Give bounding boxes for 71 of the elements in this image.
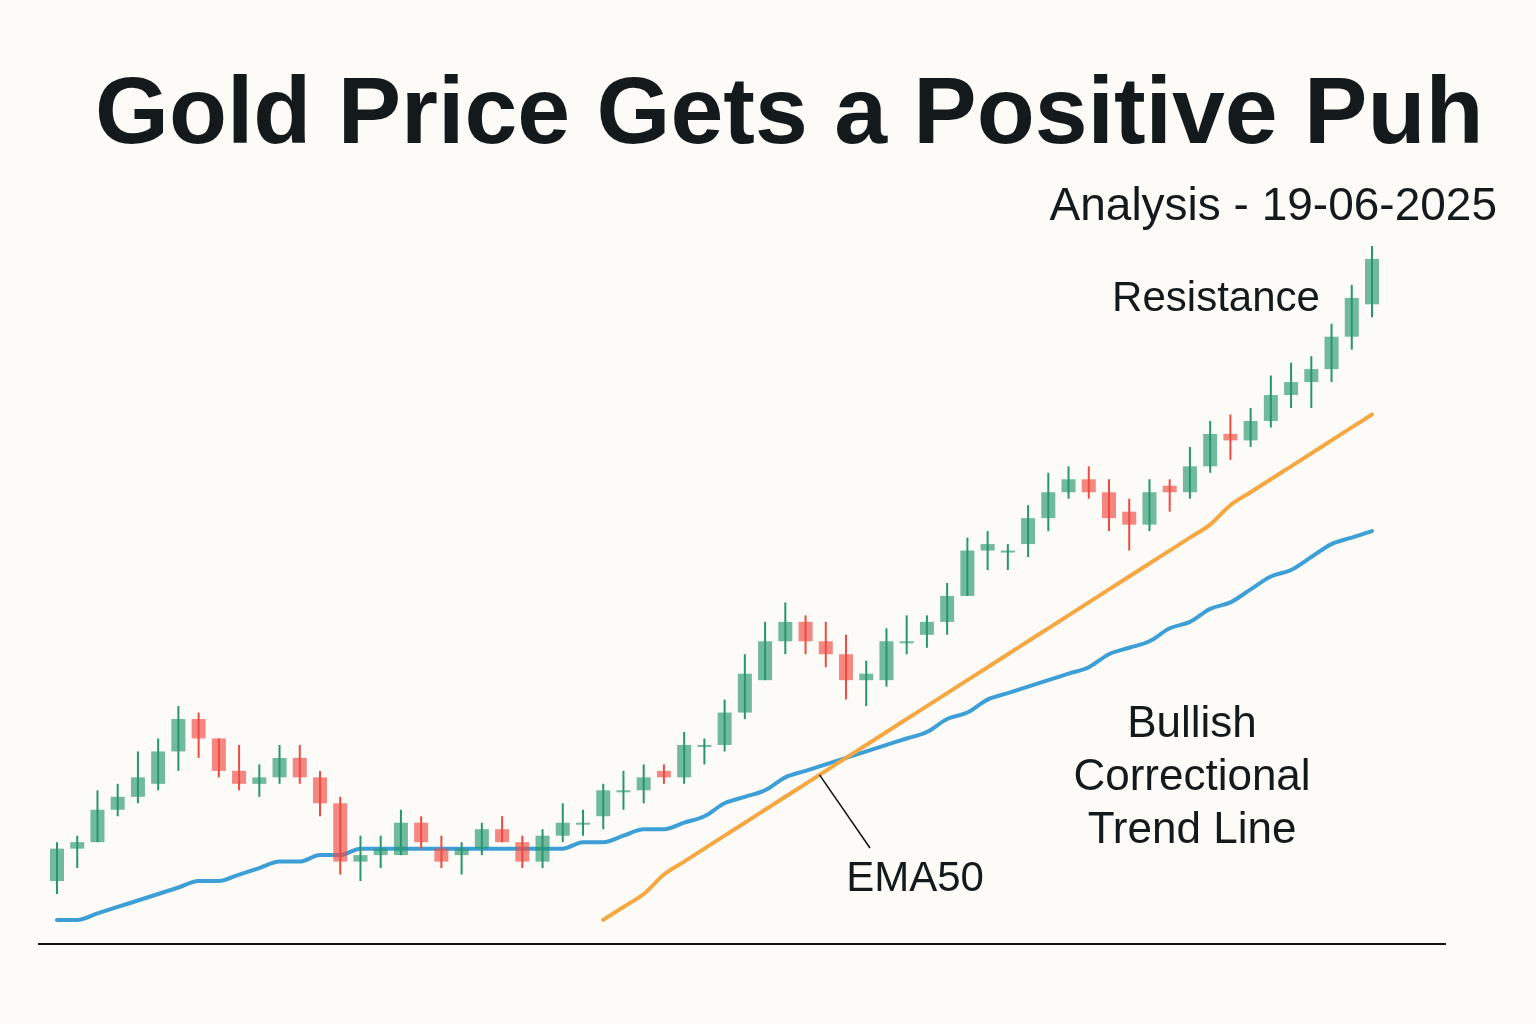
candlestick: [211, 737, 226, 779]
candlestick: [940, 581, 955, 636]
candlestick: [232, 743, 247, 792]
candlestick: [1162, 478, 1177, 513]
candlestick: [454, 841, 469, 876]
candlestick: [1344, 283, 1359, 351]
candlestick: [697, 737, 712, 766]
candlestick: [1021, 504, 1036, 559]
candlestick: [171, 705, 186, 772]
candlestick: [656, 763, 671, 785]
candlestick: [555, 802, 570, 844]
candlestick: [1142, 478, 1157, 533]
annotation: EMA50: [846, 853, 984, 900]
candlestick: [1061, 465, 1076, 500]
candlestick: [1041, 471, 1056, 533]
candlestick: [1122, 497, 1137, 552]
candlestick: [596, 782, 611, 831]
candlestick: [1000, 543, 1015, 571]
candlestick: [576, 808, 590, 837]
candlestick: [1365, 245, 1379, 319]
candlestick: [515, 834, 530, 870]
candlestick: [535, 828, 550, 870]
candlestick: [272, 743, 287, 785]
candlestick: [737, 653, 752, 721]
candlestick: [818, 620, 833, 669]
candlestick: [313, 769, 327, 818]
candlestick: [1182, 445, 1197, 500]
candlestick: [252, 763, 267, 798]
candlestick: [616, 769, 631, 811]
annotation: Resistance: [1112, 273, 1320, 320]
candlestick: [474, 821, 489, 857]
candlestick: [90, 789, 105, 844]
candlestick: [1081, 465, 1096, 500]
candlestick: [1263, 374, 1278, 429]
candlestick: [677, 731, 692, 785]
candlestick: [393, 808, 408, 857]
candlestick: [1102, 478, 1116, 533]
candlestick: [414, 815, 429, 850]
candlestick: [859, 659, 874, 708]
candlestick: [717, 698, 732, 753]
candlestick: [434, 834, 449, 870]
candlestick: [110, 782, 125, 818]
candlestick: [899, 614, 914, 656]
candlestick: [778, 601, 793, 656]
candlestick: [636, 763, 651, 805]
chart-subtitle: Analysis - 19-06-2025: [1049, 178, 1497, 230]
candlestick: [1304, 355, 1319, 409]
candlestick: [70, 834, 85, 870]
candlestick: [879, 627, 894, 688]
candlestick: [151, 737, 166, 792]
candlestick: [373, 834, 388, 870]
candlestick: [1203, 419, 1218, 474]
candlestick: [758, 620, 773, 682]
candlestick: [1243, 407, 1258, 448]
candlestick: [839, 633, 853, 701]
candlestick: [980, 530, 995, 571]
candlestick: [960, 536, 975, 597]
candlestick: [1284, 361, 1299, 409]
annotation: Bullish Correctional Trend Line: [1073, 697, 1311, 852]
candlestick: [333, 795, 348, 876]
candlestick: [919, 614, 934, 649]
candlestick: [798, 614, 813, 656]
candlestick: [50, 841, 64, 895]
candlestick: [292, 743, 307, 785]
candlestick: [1223, 413, 1238, 461]
candlestick: [130, 750, 145, 805]
chart-title: Gold Price Gets a Positive Puh: [95, 57, 1484, 163]
candlestick: [1324, 322, 1339, 384]
candlestick: [191, 711, 206, 759]
candlestick: [353, 834, 368, 883]
candlestick: [495, 815, 510, 844]
